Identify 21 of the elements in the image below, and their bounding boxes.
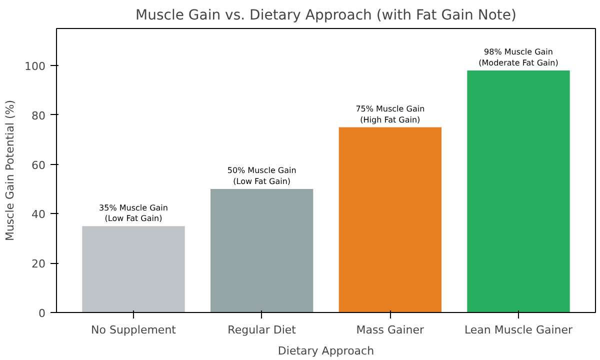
y-tick-label: 20	[32, 258, 46, 271]
bar	[210, 189, 314, 312]
bar	[467, 70, 570, 312]
x-axis-title: Dietary Approach	[278, 344, 374, 358]
y-tick-label: 80	[32, 109, 46, 122]
y-tick-label: 0	[38, 307, 46, 320]
data-label: 98% Muscle Gain (Moderate Fat Gain)	[478, 48, 558, 68]
data-label: 75% Muscle Gain (High Fat Gain)	[356, 104, 425, 124]
y-tick-label: 100	[24, 60, 46, 74]
y-tick-label: 40	[32, 208, 46, 222]
x-tick-label: Lean Muscle Gainer	[464, 324, 574, 336]
x-tick-label: No Supplement	[91, 324, 177, 336]
data-label: 50% Muscle Gain (Low Fat Gain)	[227, 166, 296, 186]
x-tick-label: Regular Diet	[228, 324, 297, 336]
x-tick-label: Mass Gainer	[356, 324, 425, 336]
data-label: 35% Muscle Gain (Low Fat Gain)	[99, 203, 168, 224]
chart-title: Muscle Gain vs. Dietary Approach (with Fat Gain Note)	[136, 8, 516, 24]
bar	[338, 127, 442, 312]
y-tick-label: 60	[32, 158, 46, 172]
y-axis-title: Muscle Gain Potential (%)	[4, 100, 17, 242]
bar	[82, 226, 185, 312]
